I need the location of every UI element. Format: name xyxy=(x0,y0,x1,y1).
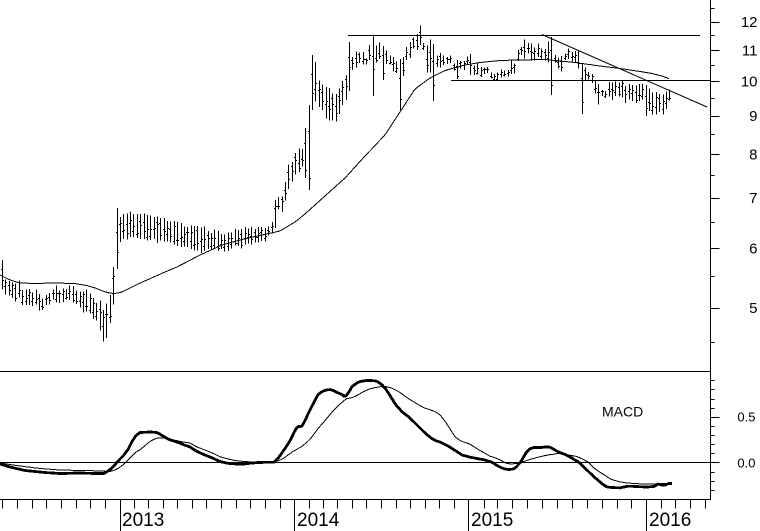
svg-text:MACD: MACD xyxy=(602,404,643,420)
svg-text:2013: 2013 xyxy=(122,510,164,531)
svg-text:12: 12 xyxy=(741,14,758,31)
svg-text:2014: 2014 xyxy=(297,510,340,531)
svg-text:6: 6 xyxy=(749,240,757,257)
svg-text:8: 8 xyxy=(749,146,757,163)
svg-text:11: 11 xyxy=(742,42,758,59)
svg-text:0.0: 0.0 xyxy=(737,455,755,470)
svg-text:10: 10 xyxy=(741,73,758,90)
svg-text:0.5: 0.5 xyxy=(737,410,755,425)
svg-text:7: 7 xyxy=(749,190,757,207)
svg-text:9: 9 xyxy=(749,108,757,125)
svg-text:2015: 2015 xyxy=(471,510,513,531)
svg-text:2016: 2016 xyxy=(649,510,691,531)
svg-text:5: 5 xyxy=(749,300,757,317)
